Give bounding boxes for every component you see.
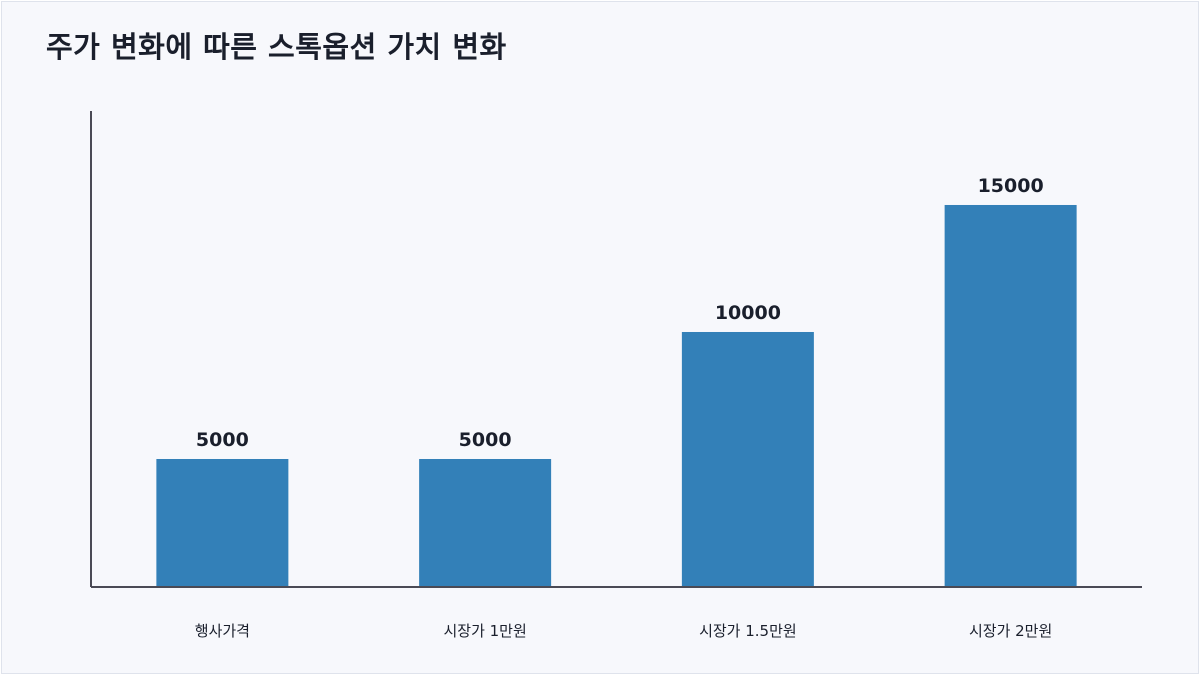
- bar-1: [156, 458, 289, 586]
- data-label-1: 5000: [196, 429, 249, 451]
- category-label-1: 행사가격: [195, 622, 250, 640]
- data-label-2: 5000: [459, 429, 512, 451]
- bar-4: [944, 204, 1077, 587]
- bar-3: [681, 331, 814, 586]
- data-label-4: 15000: [978, 175, 1044, 197]
- category-label-2: 시장가 1만원: [443, 622, 526, 640]
- category-label-3: 시장가 1.5만원: [699, 622, 797, 640]
- chart-title: 주가 변화에 따른 스톡옵션 가치 변화: [46, 30, 507, 64]
- category-label-4: 시장가 2만원: [969, 622, 1052, 640]
- data-label-3: 10000: [715, 302, 781, 324]
- bar-2: [419, 458, 552, 586]
